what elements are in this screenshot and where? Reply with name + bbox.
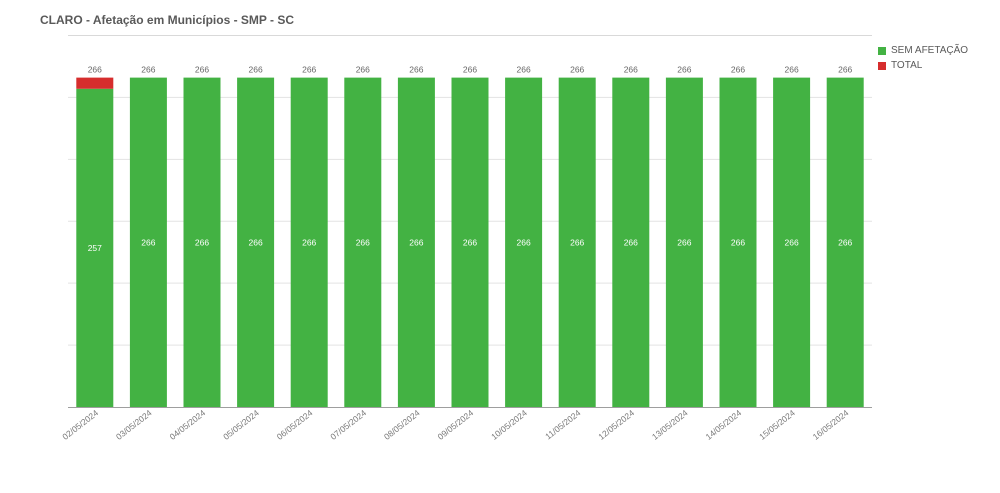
data-label-total: 266	[302, 65, 316, 75]
data-label-sem-afetacao: 266	[195, 237, 209, 247]
x-tick-label: 10/05/2024	[489, 408, 529, 442]
legend-item-sem-afetacao[interactable]: SEM AFETAÇÃO	[878, 43, 968, 58]
data-label-total: 266	[88, 65, 102, 75]
bar-total	[76, 77, 114, 89]
x-tick-label: 09/05/2024	[436, 408, 476, 442]
x-tick-label: 11/05/2024	[543, 408, 582, 442]
data-label-sem-afetacao: 266	[302, 237, 316, 247]
legend: SEM AFETAÇÃO TOTAL	[878, 43, 968, 73]
data-label-sem-afetacao: 266	[731, 237, 745, 247]
x-tick-label: 06/05/2024	[275, 408, 315, 442]
data-label-total: 266	[517, 65, 531, 75]
x-tick-label: 05/05/2024	[221, 408, 261, 442]
data-label-sem-afetacao: 266	[409, 237, 423, 247]
data-label-sem-afetacao: 266	[249, 237, 263, 247]
x-tick-label: 08/05/2024	[382, 408, 422, 442]
bar-sem-afetacao	[129, 77, 167, 408]
data-label-sem-afetacao: 266	[517, 237, 531, 247]
bar-sem-afetacao	[451, 77, 489, 408]
data-label-sem-afetacao: 266	[838, 237, 852, 247]
legend-label-total: TOTAL	[891, 60, 923, 71]
legend-swatch-total	[878, 61, 886, 70]
bar-sem-afetacao	[505, 77, 543, 408]
data-label-sem-afetacao: 266	[141, 237, 155, 247]
chart-title: CLARO - Afetação em Municípios - SMP - S…	[40, 13, 295, 27]
data-label-sem-afetacao: 266	[785, 237, 799, 247]
legend-item-total[interactable]: TOTAL	[878, 58, 968, 73]
data-label-sem-afetacao: 257	[88, 243, 102, 253]
data-label-total: 266	[570, 65, 584, 75]
x-tick-label: 16/05/2024	[811, 408, 851, 442]
x-tick-label: 13/05/2024	[650, 408, 690, 442]
data-label-sem-afetacao: 266	[463, 237, 477, 247]
data-label-total: 266	[249, 65, 263, 75]
data-label-total: 266	[409, 65, 423, 75]
x-tick-label: 07/05/2024	[328, 408, 368, 442]
bar-sem-afetacao	[612, 77, 650, 408]
bar-sem-afetacao	[719, 77, 757, 408]
bar-sem-afetacao	[290, 77, 328, 408]
data-label-total: 266	[141, 65, 155, 75]
x-tick-label: 04/05/2024	[168, 408, 208, 442]
x-tick-label: 03/05/2024	[114, 408, 154, 442]
data-label-total: 266	[195, 65, 209, 75]
bar-sem-afetacao	[76, 88, 114, 407]
x-tick-label: 14/05/2024	[704, 408, 744, 442]
bar-sem-afetacao	[183, 77, 221, 408]
data-label-sem-afetacao: 266	[356, 237, 370, 247]
data-label-sem-afetacao: 266	[570, 237, 584, 247]
bar-sem-afetacao	[344, 77, 382, 408]
x-tick-label: 12/05/2024	[596, 408, 636, 442]
legend-label-sem-afetacao: SEM AFETAÇÃO	[891, 45, 969, 56]
bar-sem-afetacao	[773, 77, 811, 408]
data-label-total: 266	[677, 65, 691, 75]
data-label-sem-afetacao: 266	[677, 237, 691, 247]
x-tick-label: 15/05/2024	[757, 408, 797, 442]
data-label-total: 266	[463, 65, 477, 75]
data-label-total: 266	[731, 65, 745, 75]
x-tick-label: 02/05/2024	[60, 408, 100, 442]
bar-sem-afetacao	[826, 77, 864, 408]
data-label-total: 266	[624, 65, 638, 75]
data-label-total: 266	[356, 65, 370, 75]
data-label-total: 266	[838, 65, 852, 75]
bar-sem-afetacao	[665, 77, 703, 408]
bar-sem-afetacao	[237, 77, 275, 408]
bar-sem-afetacao	[558, 77, 596, 408]
bar-sem-afetacao	[397, 77, 435, 408]
legend-swatch-sem-afetacao	[878, 46, 886, 55]
data-label-sem-afetacao: 266	[624, 237, 638, 247]
data-label-total: 266	[785, 65, 799, 75]
